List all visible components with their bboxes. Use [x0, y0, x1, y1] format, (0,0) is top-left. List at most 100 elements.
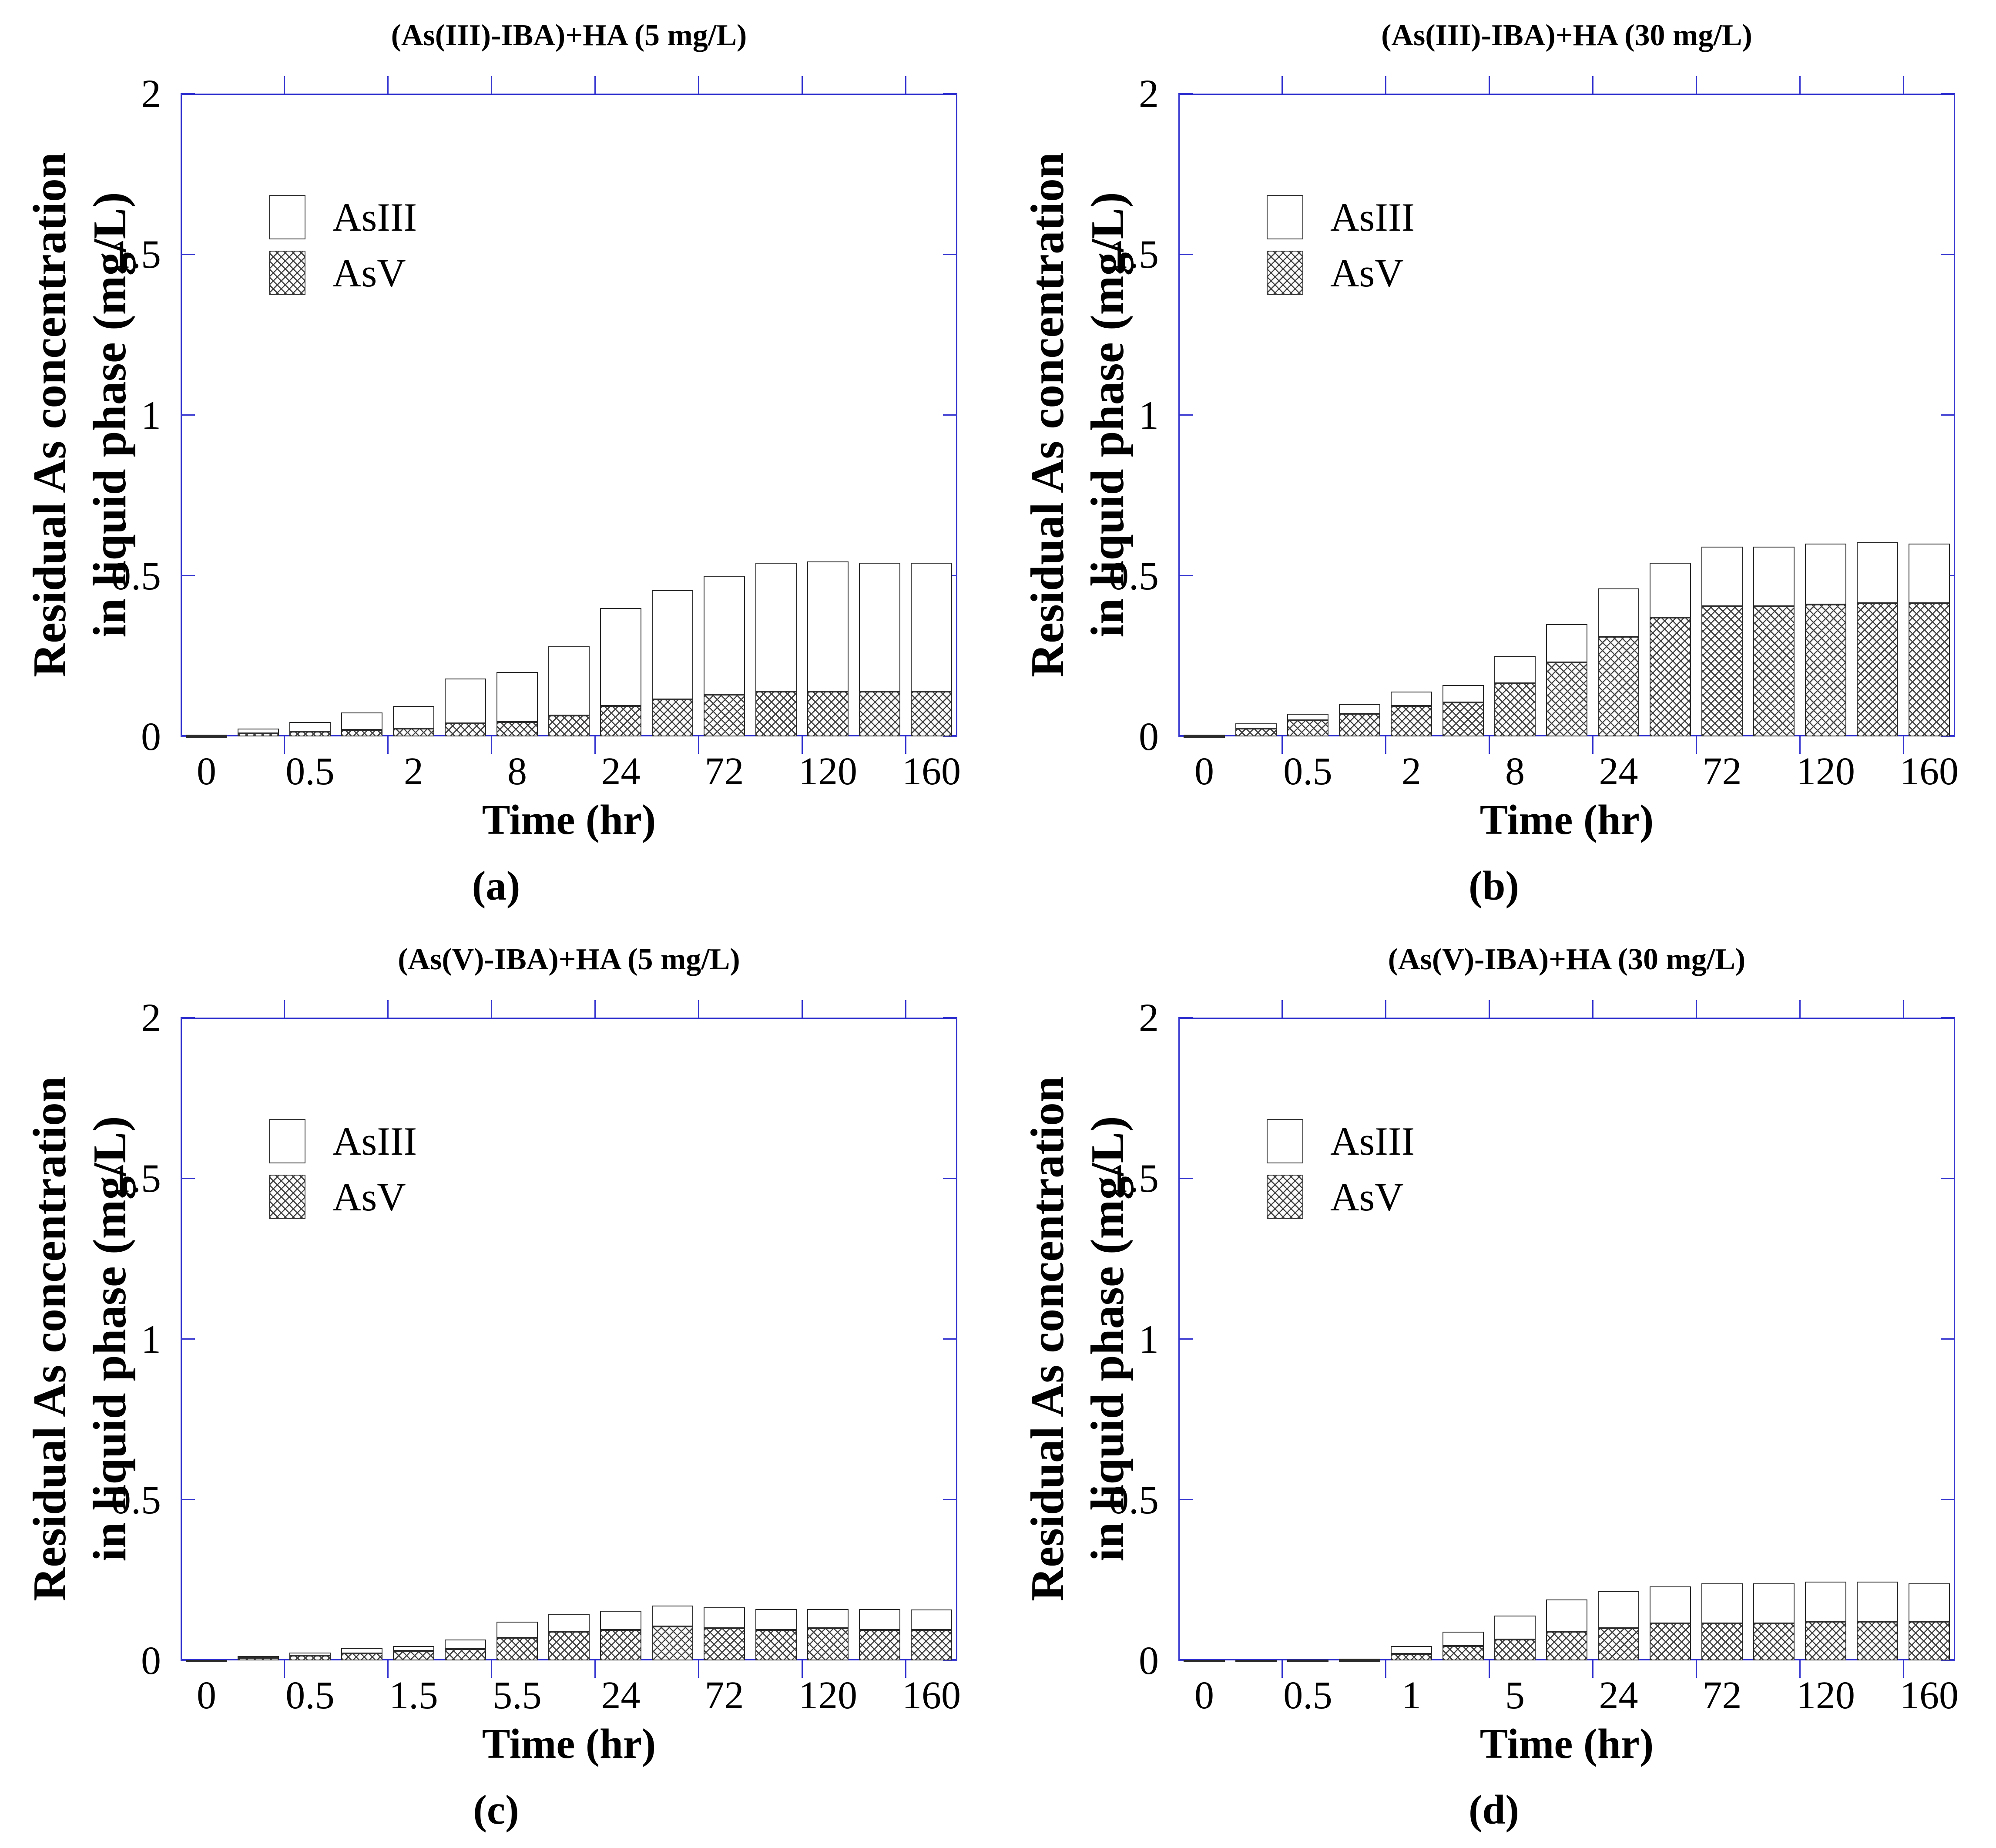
- bar-segment-asiii: [600, 608, 641, 706]
- x-axis-tick-bottom: [594, 1660, 596, 1678]
- legend-label-asiii: AsIII: [332, 1119, 417, 1163]
- bar-segment-asv: [1391, 706, 1432, 736]
- x-axis-tick-bottom: [1488, 1660, 1490, 1678]
- x-tick-label: 0: [197, 750, 216, 793]
- bar-segment-asiii: [548, 646, 590, 716]
- chart-panel-c: (As(V)-IBA)+HA (5 mg/L) Residual As conc…: [0, 924, 998, 1848]
- bar-segment-asv: [1857, 1622, 1898, 1660]
- bar-segment-asv: [393, 1650, 434, 1660]
- y-axis-tick: [1941, 1499, 1955, 1501]
- bar-segment-asiii: [1391, 1646, 1432, 1654]
- asiii-swatch-icon: [1267, 1119, 1303, 1163]
- bar-segment-asv: [1909, 603, 1950, 736]
- x-axis-tick-bottom: [698, 736, 699, 754]
- y-tick-label: 0: [141, 714, 161, 759]
- y-axis-tick: [943, 1017, 957, 1018]
- bar-segment-asiii: [1184, 1660, 1225, 1662]
- x-axis-tick-top: [490, 76, 492, 94]
- y-axis-tick: [181, 1017, 195, 1018]
- y-axis-tick: [181, 1338, 195, 1340]
- x-axis-tick-bottom: [698, 1660, 699, 1678]
- y-tick-label: 0.5: [111, 553, 161, 598]
- x-tick-label: 0.5: [285, 1674, 335, 1717]
- bar-segment-asv: [341, 1653, 382, 1660]
- y-tick-label: 1: [141, 1317, 161, 1361]
- bar-segment-asv: [289, 731, 331, 736]
- legend: AsIII AsV: [269, 195, 417, 306]
- bar-segment-asv: [704, 694, 745, 736]
- bar-segment-asv: [1701, 1623, 1743, 1660]
- bar-segment-asv: [652, 699, 693, 736]
- bar-segment-asv: [1494, 1639, 1536, 1660]
- legend-item-asv: AsV: [1267, 1175, 1415, 1219]
- x-axis-tick-top: [387, 1000, 389, 1018]
- bar-segment-asv: [1287, 720, 1328, 736]
- y-axis-tick: [1178, 1499, 1193, 1501]
- bar-segment-asiii: [1598, 1591, 1639, 1629]
- x-axis-tick-top: [1592, 76, 1593, 94]
- bar-segment-asv: [1650, 617, 1691, 736]
- y-axis-tick: [1941, 1177, 1955, 1179]
- y-tick-label: 2: [1139, 71, 1159, 116]
- bar-segment-asiii: [496, 1622, 538, 1638]
- legend-item-asv: AsV: [1267, 251, 1415, 295]
- x-tick-label: 8: [507, 750, 527, 793]
- bar-segment-asv: [496, 722, 538, 736]
- y-tick-label: 1: [1139, 393, 1159, 437]
- x-axis-tick-bottom: [490, 1660, 492, 1678]
- x-axis-tick-top: [1902, 76, 1904, 94]
- bar-segment-asiii: [238, 1656, 279, 1658]
- bar-segment-asv: [1857, 603, 1898, 736]
- y-axis-tick: [1178, 575, 1193, 577]
- legend-label-asiii: AsIII: [1330, 195, 1415, 239]
- x-axis-tick-top: [1695, 1000, 1697, 1018]
- bar-segment-asiii: [445, 1639, 486, 1650]
- x-axis-tick-bottom: [1695, 1660, 1697, 1678]
- asv-swatch-icon: [269, 251, 305, 295]
- y-axis-tick: [181, 253, 195, 255]
- x-tick-label: 160: [1900, 1674, 1959, 1717]
- x-tick-label: 24: [601, 750, 641, 793]
- y-tick-label: 2: [1139, 995, 1159, 1040]
- bar-segment-asiii: [1753, 547, 1795, 606]
- bar-segment-asv: [238, 733, 279, 736]
- bar-segment-asiii: [1184, 735, 1225, 737]
- bar-segment-asv: [1909, 1622, 1950, 1660]
- y-tick-label: 1.5: [1109, 232, 1159, 277]
- x-tick-label: 8: [1505, 750, 1525, 793]
- bar-segment-asiii: [393, 706, 434, 729]
- x-axis-tick-bottom: [1385, 736, 1386, 754]
- y-tick-label: 0.5: [111, 1477, 161, 1522]
- x-axis-tick-top: [594, 1000, 596, 1018]
- legend-label-asv: AsV: [1330, 1175, 1404, 1219]
- x-axis-tick-top: [801, 1000, 803, 1018]
- bar-segment-asiii: [1650, 1586, 1691, 1624]
- y-tick-label: 0: [1139, 1638, 1159, 1683]
- panel-letter: (b): [1468, 863, 1520, 909]
- y-axis-tick: [181, 93, 195, 94]
- bar-segment-asiii: [1442, 685, 1484, 703]
- x-axis-tick-bottom: [387, 736, 389, 754]
- bar-segment-asv: [859, 1630, 900, 1660]
- y-tick-label: 2: [141, 71, 161, 116]
- bar-segment-asiii: [1805, 1582, 1846, 1622]
- bar-segment-asv: [1391, 1654, 1432, 1660]
- bar-segment-asv: [548, 715, 590, 736]
- bar-segment-asiii: [1598, 588, 1639, 637]
- bar-segment-asv: [807, 691, 849, 736]
- bar-segment-asiii: [496, 672, 538, 722]
- y-axis-tick: [943, 1660, 957, 1661]
- x-axis-tick-top: [1385, 1000, 1386, 1018]
- chart-title: (As(V)-IBA)+HA (30 mg/L): [1388, 943, 1746, 976]
- y-axis-tick: [943, 414, 957, 416]
- legend-label-asv: AsV: [1330, 251, 1404, 295]
- y-axis-tick: [1941, 253, 1955, 255]
- bar-segment-asv: [755, 1630, 797, 1660]
- y-axis-tick: [943, 1338, 957, 1340]
- plot-area: [181, 1018, 957, 1660]
- bar-segment-asv: [1598, 1628, 1639, 1660]
- x-axis-tick-bottom: [283, 736, 285, 754]
- bar-segment-asiii: [1857, 1582, 1898, 1622]
- bar-segment-asiii: [1701, 547, 1743, 606]
